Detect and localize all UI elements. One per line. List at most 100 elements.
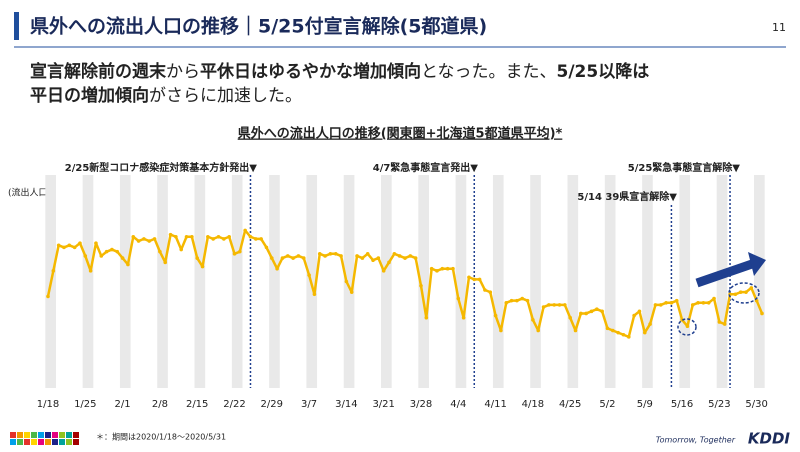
data-point: [472, 277, 477, 282]
data-point: [83, 254, 88, 258]
x-tick-label: 3/21: [372, 399, 394, 410]
color-squares: [10, 432, 79, 445]
data-point: [62, 245, 66, 250]
event-label: 5/25緊急事態宣言解除▼: [628, 161, 741, 174]
plot: [45, 175, 765, 388]
data-point: [126, 262, 130, 267]
data-point: [685, 324, 690, 329]
data-point: [669, 301, 674, 305]
data-point: [56, 243, 61, 248]
x-tick-label: 1/25: [74, 399, 96, 410]
data-point: [701, 301, 706, 305]
title-accent: [14, 12, 19, 40]
weekend-band: [604, 175, 616, 388]
body-segment: 宣言解除前の週末: [30, 61, 167, 82]
x-tick-label: 2/29: [261, 399, 283, 410]
data-point: [541, 305, 546, 309]
data-point: [360, 256, 365, 260]
weekend-band: [82, 175, 94, 388]
body-segment: 平休日はゆるやかな増加傾向: [200, 61, 421, 82]
data-point: [296, 254, 301, 258]
data-point: [451, 266, 455, 271]
y-axis-label: (流出人口): [8, 187, 51, 199]
x-tick-label: 5/30: [745, 399, 767, 410]
data-point: [419, 283, 423, 288]
data-point: [520, 296, 525, 301]
data-point: [461, 315, 466, 320]
data-point: [195, 256, 199, 260]
data-point: [355, 254, 359, 258]
data-point: [168, 232, 173, 237]
data-point: [493, 313, 498, 318]
x-tick-label: 1/18: [37, 399, 59, 410]
data-point: [429, 266, 434, 271]
weekend-band: [642, 175, 653, 388]
data-point: [206, 234, 210, 239]
page-number: 11: [772, 21, 786, 34]
data-point: [552, 303, 556, 307]
data-point: [653, 303, 658, 307]
data-point: [285, 254, 290, 258]
x-tick-label: 3/7: [301, 399, 317, 410]
weekend-band: [492, 175, 504, 388]
data-point: [269, 256, 274, 260]
body-line: 平日の増加傾向がさらに加速した。: [30, 85, 302, 106]
data-point: [712, 296, 716, 301]
data-point: [696, 301, 700, 305]
logo-brand: KDDI: [748, 430, 791, 448]
data-point: [307, 273, 311, 277]
x-tick-label: 2/15: [186, 399, 208, 410]
data-point: [573, 328, 578, 333]
data-point: [611, 328, 615, 333]
x-tick-label: 2/8: [152, 399, 168, 410]
event-label: 2/25新型コロナ感染症対策基本方針発出▼: [65, 161, 258, 174]
data-point: [403, 256, 407, 260]
data-point: [706, 301, 711, 305]
data-point: [387, 260, 391, 265]
data-point: [413, 256, 418, 260]
weekend-band: [157, 175, 168, 388]
data-point: [301, 256, 306, 260]
data-point: [291, 256, 295, 260]
trend-arrow-head: [748, 252, 766, 276]
logo-tagline: Tomorrow, Together: [656, 436, 736, 445]
data-point: [531, 318, 535, 322]
weekend-band: [679, 175, 691, 388]
data-point: [456, 296, 461, 301]
body-segment: から: [166, 62, 200, 82]
data-point: [328, 252, 333, 256]
data-point: [568, 315, 572, 320]
data-point: [317, 252, 322, 256]
highlight-circle: [677, 318, 697, 336]
data-point: [248, 234, 253, 239]
data-point: [365, 252, 370, 256]
data-point: [744, 290, 748, 294]
x-tick-label: 2/1: [115, 399, 131, 410]
footnote: ＊：期間は2020/1/18～2020/5/31: [96, 433, 226, 442]
body-segment: 平日の増加傾向: [30, 85, 149, 106]
data-point: [674, 298, 679, 303]
weekend-band: [231, 175, 243, 388]
data-point: [232, 252, 237, 256]
weekend-band: [194, 175, 206, 388]
data-point: [658, 303, 663, 307]
data-point: [584, 311, 588, 316]
event-label: 5/14 39県宣言解除▼: [577, 190, 677, 203]
data-point: [227, 234, 231, 239]
trend-arrow-shaft: [695, 259, 754, 288]
event-label: 4/7緊急事態宣言発出▼: [373, 161, 479, 174]
data-point: [435, 269, 439, 273]
x-tick-label: 5/9: [637, 399, 653, 410]
weekend-band: [567, 175, 579, 388]
data-point: [680, 318, 684, 322]
data-point: [333, 252, 338, 256]
weekend-band: [455, 175, 467, 388]
x-tick-label: 2/22: [223, 399, 245, 410]
data-point: [504, 301, 509, 305]
data-point: [216, 234, 221, 239]
data-point: [467, 275, 471, 280]
data-point: [211, 237, 215, 241]
data-point: [525, 298, 530, 303]
